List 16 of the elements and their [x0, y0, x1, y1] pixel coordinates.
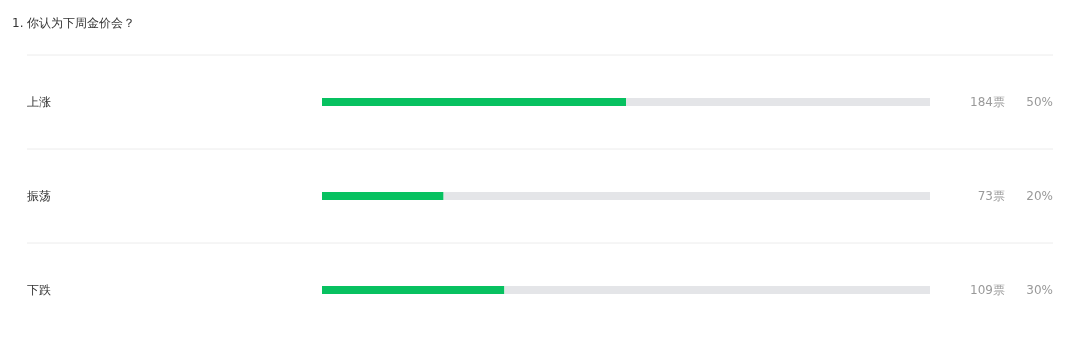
y-tick-label: 下跌 [27, 283, 51, 297]
text: 184票 [970, 95, 1005, 109]
bar [322, 192, 444, 200]
data-label: 50% [1026, 95, 1053, 109]
data-label: 30% [1026, 283, 1053, 297]
bar [322, 286, 505, 294]
bar [322, 98, 626, 106]
bar [443, 192, 930, 200]
text: 1. 你认为下周金价会？ [12, 15, 136, 30]
data-label: 20% [1026, 189, 1053, 203]
y-tick-label: 上涨 [27, 95, 51, 109]
bar [504, 286, 930, 294]
text: 73票 [977, 189, 1005, 203]
text: 109票 [970, 283, 1005, 297]
y-tick-label: 振荡 [27, 189, 51, 203]
bar [626, 98, 930, 106]
